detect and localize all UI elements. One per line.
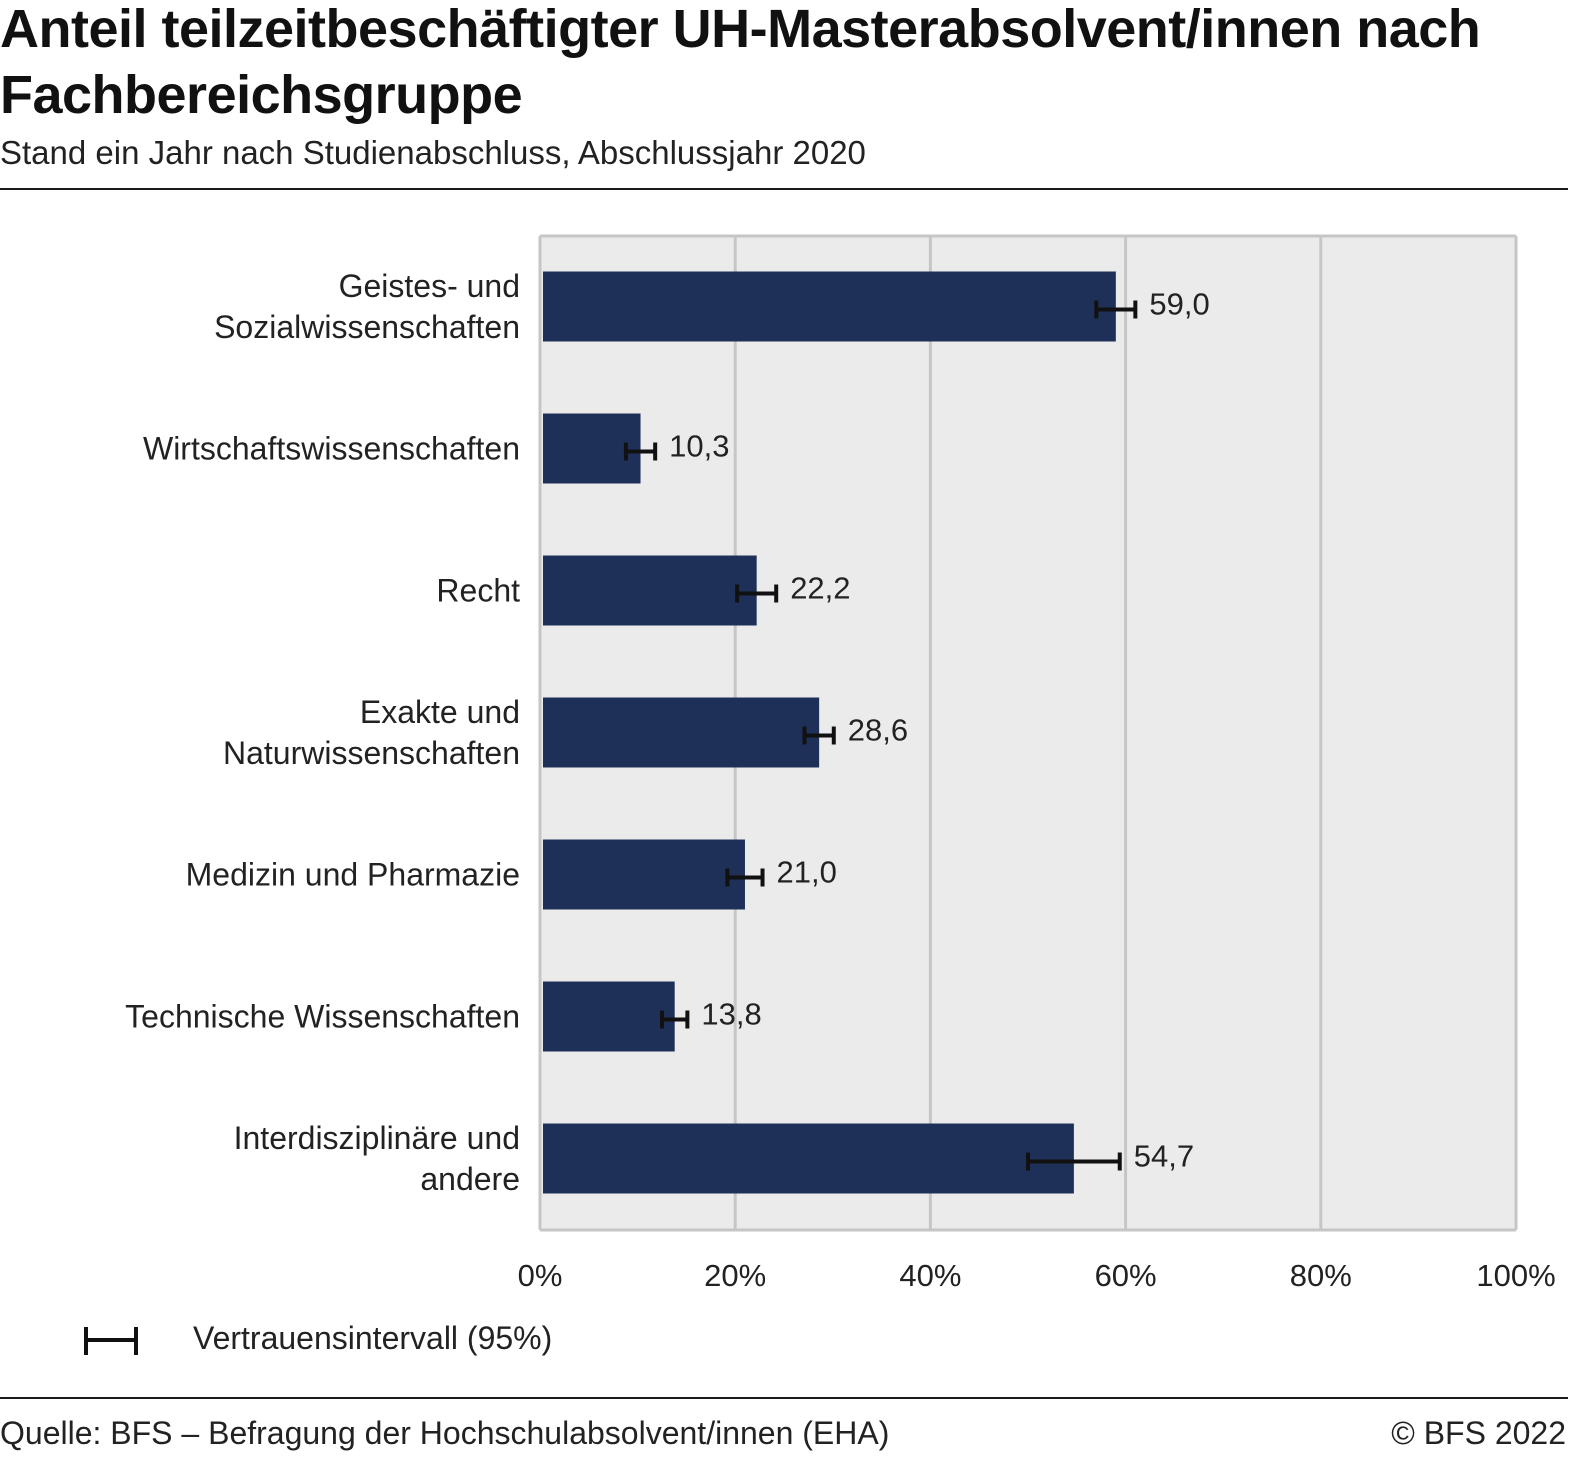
- top-divider: [0, 188, 1568, 190]
- legend-label: Vertrauensintervall (95%): [193, 1320, 553, 1356]
- chart-title: Anteil teilzeitbeschäftigter UH-Masterab…: [0, 0, 1481, 125]
- bar: [543, 555, 757, 626]
- x-tick-label: 0%: [518, 1258, 563, 1293]
- chart-subtitle: Stand ein Jahr nach Studienabschluss, Ab…: [0, 134, 866, 171]
- bar: [543, 1123, 1074, 1194]
- data-label: 10,3: [669, 429, 729, 464]
- x-tick-label: 80%: [1290, 1258, 1352, 1293]
- copyright: © BFS 2022: [1391, 1415, 1566, 1451]
- category-label: Recht: [436, 573, 520, 609]
- category-label: Technische Wissenschaften: [125, 999, 520, 1035]
- category-label: Geistes- und: [339, 268, 520, 304]
- source-note: Quelle: BFS – Befragung der Hochschulabs…: [0, 1415, 890, 1451]
- data-label: 21,0: [777, 855, 837, 890]
- bottom-divider: [0, 1397, 1568, 1399]
- category-label: Interdisziplinäre und: [234, 1120, 520, 1156]
- x-tick-label: 20%: [704, 1258, 766, 1293]
- category-label: Exakte und: [360, 694, 520, 730]
- x-tick-label: 100%: [1476, 1258, 1555, 1293]
- bar: [543, 697, 820, 768]
- category-label: Wirtschaftswissenschaften: [143, 431, 520, 467]
- data-label: 54,7: [1134, 1139, 1194, 1174]
- data-label: 22,2: [790, 571, 850, 606]
- bar: [543, 271, 1116, 342]
- x-tick-label: 40%: [899, 1258, 961, 1293]
- bar: [543, 981, 675, 1052]
- data-label: 59,0: [1149, 287, 1209, 322]
- bar: [543, 839, 745, 910]
- category-label: andere: [420, 1161, 520, 1197]
- x-tick-label: 60%: [1095, 1258, 1157, 1293]
- data-label: 13,8: [701, 997, 761, 1032]
- category-label: Naturwissenschaften: [223, 735, 520, 771]
- category-label: Sozialwissenschaften: [214, 309, 520, 345]
- data-label: 28,6: [848, 713, 908, 748]
- category-label: Medizin und Pharmazie: [186, 857, 520, 893]
